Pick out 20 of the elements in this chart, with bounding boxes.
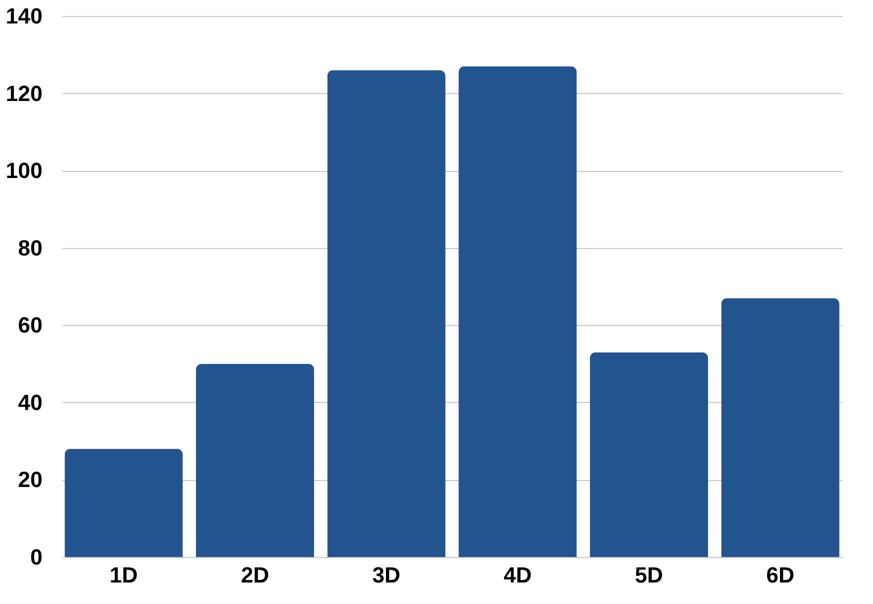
y-tick-label: 60 <box>18 312 42 338</box>
bar <box>458 66 577 557</box>
x-tick-label: 5D <box>634 562 664 588</box>
bar <box>721 298 840 557</box>
y-tick-label: 100 <box>6 158 42 184</box>
bar <box>196 364 314 557</box>
y-tick-label: 40 <box>18 390 42 415</box>
x-tick-label: 1D <box>110 562 138 588</box>
x-tick-label: 2D <box>240 562 270 588</box>
bar <box>64 448 183 557</box>
y-tick-label: 0 <box>30 544 42 570</box>
x-tick-label: 4D <box>504 562 532 588</box>
y-tick-label: 140 <box>6 4 42 28</box>
x-tick-label: 3D <box>372 562 400 588</box>
bar <box>327 70 446 557</box>
bar <box>590 352 708 557</box>
x-tick-label: 6D <box>766 562 794 588</box>
y-tick-label: 80 <box>18 235 42 260</box>
y-tick-label: 20 <box>18 467 42 492</box>
y-tick-label: 120 <box>6 80 42 106</box>
